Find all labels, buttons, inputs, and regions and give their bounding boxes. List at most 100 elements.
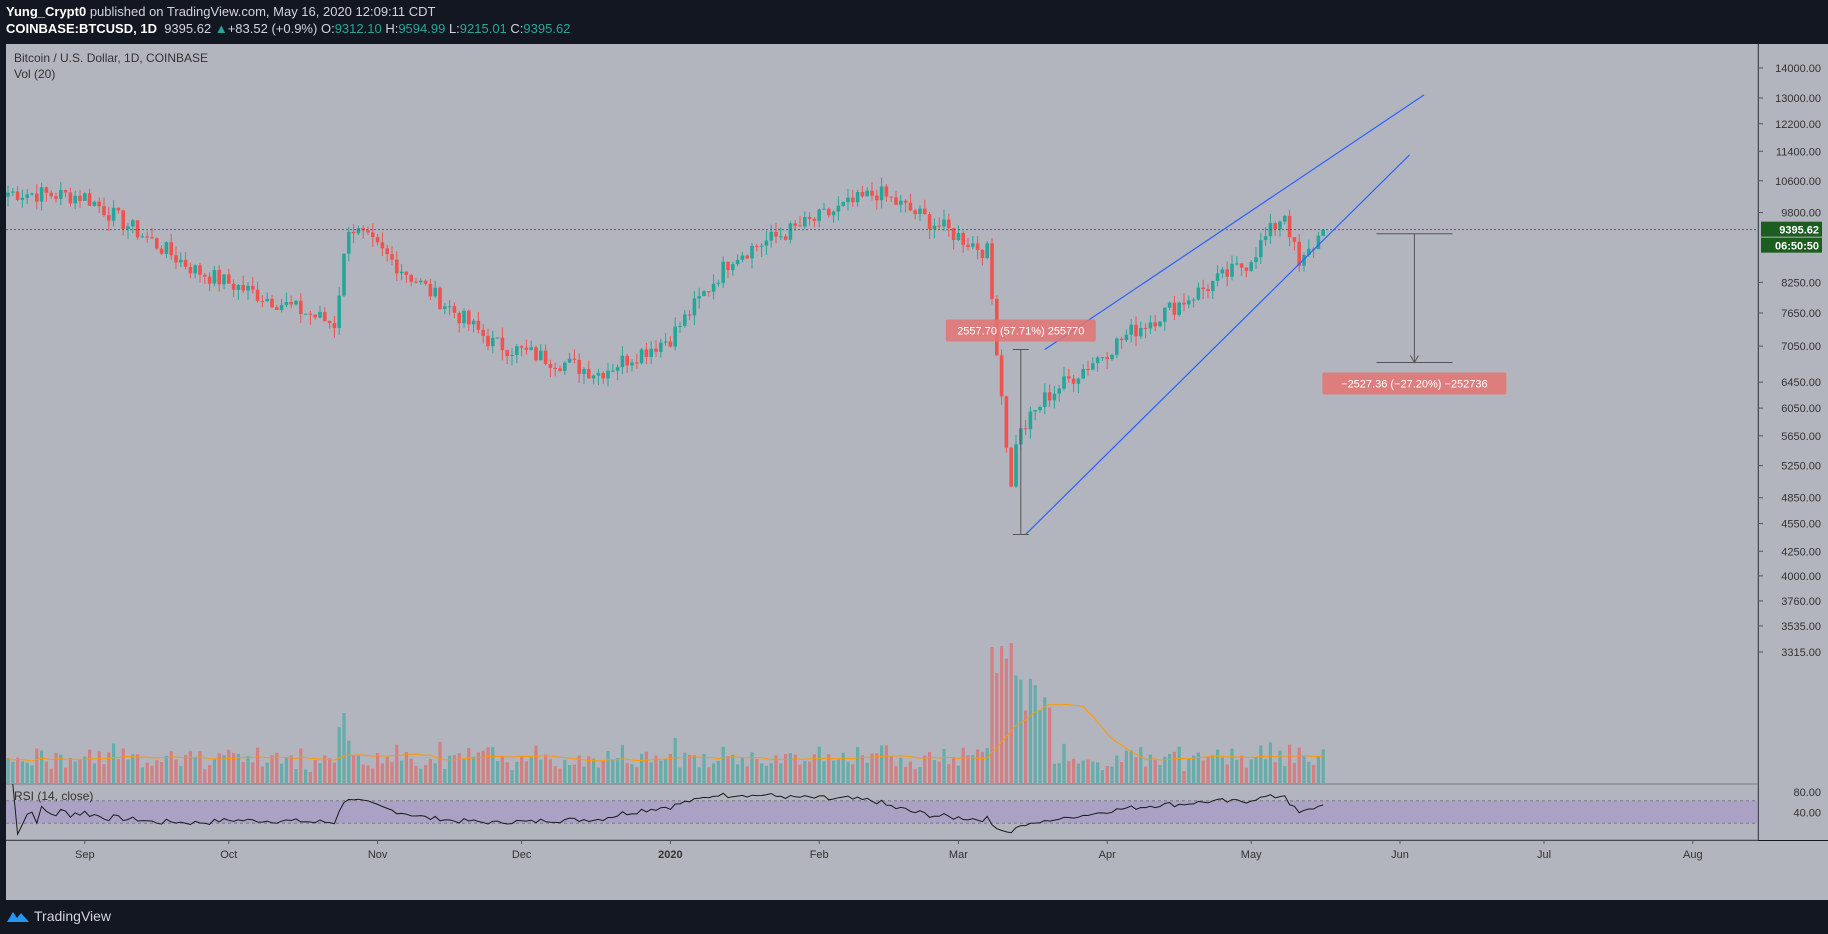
volume-bar <box>97 751 101 783</box>
close-label: C: <box>510 21 524 36</box>
volume-bar <box>534 745 538 783</box>
price-chart[interactable]: 2557.70 (57.71%) 255770 −2527.36 (−27.20%… <box>6 35 1828 900</box>
candle-body <box>25 194 29 198</box>
candle-body <box>495 337 500 339</box>
volume-bar <box>812 754 816 783</box>
candle-body <box>803 216 807 227</box>
price-axis-label: 7050.00 <box>1781 341 1821 353</box>
candle-body <box>899 200 903 205</box>
volume-bar <box>688 754 692 783</box>
brand-name[interactable]: TradingView <box>34 908 112 924</box>
volume-bar <box>928 751 932 783</box>
volume-bar <box>601 760 605 783</box>
candle-body <box>390 254 394 260</box>
volume-bar <box>1302 756 1306 783</box>
volume-bar <box>121 748 125 783</box>
candle-body <box>1110 354 1114 360</box>
candle-body <box>1211 280 1215 292</box>
volume-bar <box>323 755 327 783</box>
symbol-label[interactable]: COINBASE:BTCUSD, 1D <box>6 21 157 36</box>
candle-body <box>423 280 428 284</box>
volume-bar <box>40 750 44 783</box>
price-axis-label: 7650.00 <box>1781 308 1821 320</box>
volume-bar <box>539 759 543 783</box>
price-axis-bg[interactable] <box>1759 44 1828 840</box>
price-axis-label: 12200.00 <box>1775 119 1821 131</box>
volume-bar <box>1316 756 1320 783</box>
volume-bar <box>246 755 250 783</box>
volume-bar <box>1105 765 1109 783</box>
candle-body <box>1249 262 1253 271</box>
candle-body <box>942 219 946 227</box>
volume-bar <box>860 755 864 783</box>
volume-bar <box>54 752 58 783</box>
ohlc-readout: COINBASE:BTCUSD, 1D 9395.62 ▲+83.52 (+0.… <box>6 21 570 36</box>
volume-bar <box>846 761 850 783</box>
volume-bar <box>1196 752 1200 783</box>
candle-body <box>591 375 596 379</box>
volume-bar <box>179 765 183 783</box>
volume-bar <box>448 755 452 783</box>
candle-body <box>308 313 313 315</box>
candle-body <box>1321 229 1325 236</box>
candle-body <box>851 197 855 203</box>
axes: 15000.00 14000.00 13000.00 12200.00 11400.00… <box>6 35 1822 861</box>
volume-bar <box>16 757 20 783</box>
candle-body <box>788 223 793 240</box>
candle-body <box>980 249 985 258</box>
chart-area[interactable]: 2557.70 (57.71%) 255770 −2527.36 (−27.20%… <box>6 35 1828 900</box>
time-axis-bg[interactable] <box>6 841 1828 900</box>
candle-body <box>1254 257 1258 263</box>
candle-body <box>284 301 289 306</box>
trendline-lower[interactable] <box>1025 154 1411 535</box>
candle-body <box>1191 299 1196 301</box>
volume-bar <box>760 763 764 783</box>
volume-bar <box>630 764 634 783</box>
candle-body <box>884 186 889 197</box>
rsi-pane-bg <box>6 784 1758 840</box>
rsi-band <box>6 800 1758 824</box>
candle-body <box>1033 410 1037 412</box>
volume-bar <box>779 763 783 783</box>
last-price: 9395.62 <box>164 21 212 36</box>
rsi-axis-label: 80.00 <box>1793 787 1821 799</box>
volume-bar <box>1038 710 1042 783</box>
candle-body <box>318 312 322 318</box>
volume-bar <box>1283 766 1287 783</box>
tradingview-logo-icon[interactable] <box>6 909 30 923</box>
candle-body <box>1167 302 1172 308</box>
time-axis-label: Mar <box>949 849 968 861</box>
candle-body <box>1235 263 1239 265</box>
candle-body <box>683 314 687 326</box>
candle-body <box>447 306 452 308</box>
candle-body <box>303 313 308 315</box>
candle-body <box>265 298 269 302</box>
candle-body <box>961 232 965 245</box>
candle-body <box>558 368 562 371</box>
volume-bar <box>769 763 773 783</box>
author-name[interactable]: Yung_Crypt0 <box>6 4 87 19</box>
volume-bar <box>1172 751 1176 783</box>
volume-bar <box>1110 766 1114 783</box>
candle-body <box>1201 287 1205 290</box>
volume-bar <box>1100 770 1104 783</box>
volume-bar <box>20 761 24 783</box>
volume-bar <box>140 767 144 783</box>
trendline-upper[interactable] <box>1044 94 1425 351</box>
price-axis-label: 9800.00 <box>1781 208 1821 220</box>
volume-bar <box>49 768 53 783</box>
candle-body <box>534 347 538 361</box>
time-axis-label: Jul <box>1537 849 1551 861</box>
candle-body <box>769 231 773 241</box>
volume-bar <box>793 754 797 783</box>
candle-body <box>783 236 788 240</box>
candle-body <box>116 207 121 211</box>
volume-bar <box>692 755 696 783</box>
candle-body <box>356 228 361 234</box>
candle-body <box>419 280 423 283</box>
candle-body <box>971 243 975 247</box>
candle-body <box>457 312 461 324</box>
volume-bar <box>241 762 245 783</box>
volume-bar <box>116 759 120 783</box>
volume-bar <box>1292 762 1296 783</box>
